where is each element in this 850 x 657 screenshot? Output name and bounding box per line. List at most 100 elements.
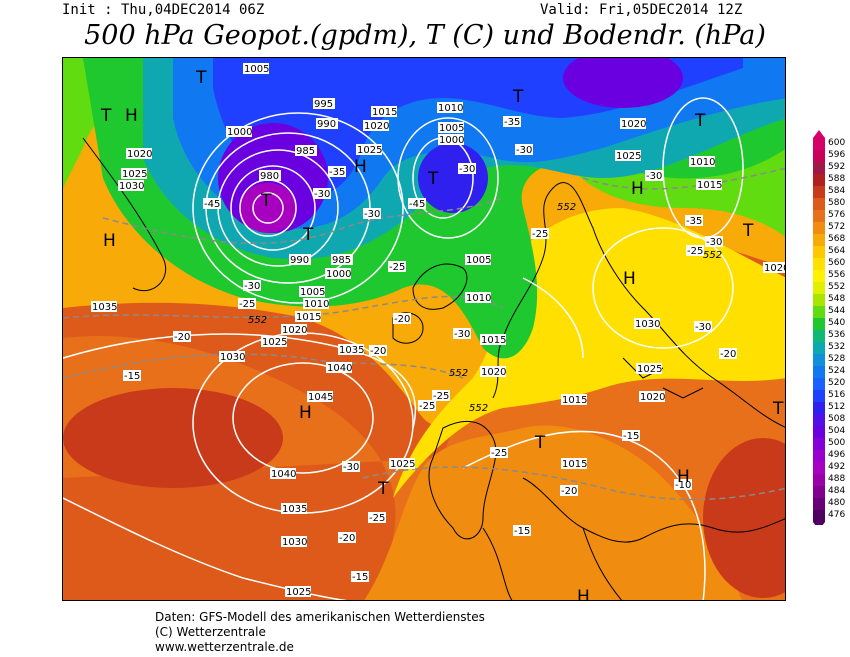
legend-level-label: 508 <box>828 414 846 424</box>
legend-level-label: 588 <box>828 174 846 184</box>
legend-swatch <box>813 162 825 174</box>
legend-swatch <box>813 498 825 510</box>
pressure-label: 1010 <box>438 103 463 114</box>
isotherms <box>63 167 785 501</box>
legend-arrow-top <box>813 130 825 138</box>
band-orange2 <box>364 425 743 600</box>
band-yellow <box>393 208 785 498</box>
legend-swatch <box>813 486 825 498</box>
legend-swatch <box>813 222 825 234</box>
temp-label: -35 <box>329 167 345 178</box>
legend-level-label: 572 <box>828 222 846 232</box>
low-marker: T <box>512 87 524 107</box>
legend-swatch <box>813 210 825 222</box>
legend-swatch <box>813 402 825 414</box>
pressure-label: 1015 <box>562 395 587 406</box>
temp-label: -20 <box>394 314 410 325</box>
temp-label: -10 <box>675 480 691 491</box>
pressure-label: 1035 <box>282 504 307 515</box>
copyright: (C) Wetterzentrale <box>155 625 266 639</box>
legend-swatch <box>813 234 825 246</box>
pressure-label: 1015 <box>481 335 506 346</box>
pressure-label: 1025 <box>637 364 662 375</box>
low-marker: T <box>195 68 207 88</box>
legend-level-label: 480 <box>828 498 846 508</box>
temp-label: -30 <box>314 189 330 200</box>
height-label: 552 <box>703 250 722 261</box>
pressure-label: 1010 <box>304 299 329 310</box>
legend-swatch <box>813 198 825 210</box>
legend-level-label: 592 <box>828 162 846 172</box>
low-core-north <box>563 58 683 108</box>
temp-label: -20 <box>720 349 736 360</box>
high-marker: H <box>631 179 644 199</box>
legend-colorbar <box>813 130 825 525</box>
low-marker: T <box>302 225 314 245</box>
temp-label: -45 <box>204 199 220 210</box>
legend-level-label: 536 <box>828 330 846 340</box>
pressure-label: 1000 <box>227 127 252 138</box>
legend-swatch <box>813 426 825 438</box>
height-label: 552 <box>557 202 576 213</box>
temp-label: -25 <box>239 299 255 310</box>
temp-label: -25 <box>687 246 703 257</box>
high-marker: H <box>125 106 138 126</box>
pressure-label: 985 <box>296 146 315 157</box>
low-marker: T <box>377 479 389 499</box>
pressure-label: 1020 <box>621 119 646 130</box>
pressure-label: 1010 <box>466 293 491 304</box>
high-core-east <box>703 438 785 598</box>
pressure-label: 1020 <box>282 325 307 336</box>
temp-label: -30 <box>244 281 260 292</box>
pressure-label: 1040 <box>271 469 296 480</box>
pressure-label: 1025 <box>262 337 287 348</box>
data-source: Daten: GFS-Modell des amerikanischen Wet… <box>155 610 485 624</box>
temp-label: -45 <box>409 199 425 210</box>
temp-label: -30 <box>343 462 359 473</box>
pressure-label: 1020 <box>764 263 786 274</box>
pressure-label: 990 <box>317 119 336 130</box>
legend-level-label: 564 <box>828 246 846 256</box>
pressure-label: 1015 <box>697 180 722 191</box>
temp-label: -15 <box>352 572 368 583</box>
pressure-label: 1020 <box>481 367 506 378</box>
temp-label: -20 <box>370 346 386 357</box>
temp-label: -35 <box>686 216 702 227</box>
temp-label: -30 <box>516 145 532 156</box>
legend-level-label: 596 <box>828 150 846 160</box>
weather-map: 1005 995 990 985 980 1000 1015 1020 1025… <box>62 57 786 601</box>
legend-swatch <box>813 354 825 366</box>
legend-level-label: 576 <box>828 210 846 220</box>
pressure-label: 1035 <box>339 345 364 356</box>
temp-label: -25 <box>389 262 405 273</box>
legend-level-label: 528 <box>828 354 846 364</box>
temp-label: -30 <box>364 209 380 220</box>
temp-label: -25 <box>369 513 385 524</box>
legend-swatch <box>813 366 825 378</box>
pressure-label: 1025 <box>616 151 641 162</box>
pressure-label: 1005 <box>244 64 269 75</box>
legend-swatch <box>813 306 825 318</box>
low-marker: T <box>742 221 754 241</box>
pressure-label: 1045 <box>308 392 333 403</box>
pressure-label: 995 <box>314 99 333 110</box>
pressure-label: 985 <box>332 255 351 266</box>
legend-swatch <box>813 510 825 522</box>
legend-swatch <box>813 342 825 354</box>
temp-label: -35 <box>504 117 520 128</box>
legend-swatch <box>813 414 825 426</box>
legend-level-label: 532 <box>828 342 846 352</box>
low-marker: T <box>260 191 272 211</box>
legend-swatch <box>813 318 825 330</box>
legend-level-label: 580 <box>828 198 846 208</box>
legend-swatch <box>813 270 825 282</box>
legend-level-label: 540 <box>828 318 846 328</box>
legend-level-label: 484 <box>828 486 846 496</box>
low-marker: T <box>100 106 112 126</box>
pressure-label: 1025 <box>357 145 382 156</box>
legend-swatch <box>813 282 825 294</box>
legend-level-label: 584 <box>828 186 846 196</box>
temp-label: -15 <box>623 431 639 442</box>
pressure-label: 1010 <box>690 157 715 168</box>
legend-level-label: 504 <box>828 426 846 436</box>
